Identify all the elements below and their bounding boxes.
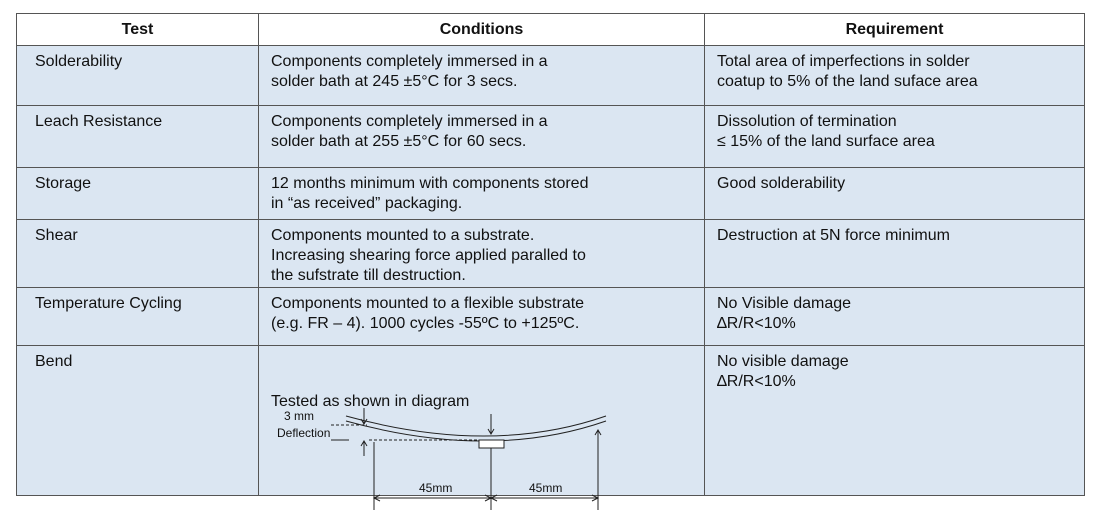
row: Leach Resistance Components completely i… [16,105,1085,168]
row: Shear Components mounted to a substrate.… [16,219,1085,288]
deflection-label: Deflection [277,426,330,440]
cell: Good solderability [704,167,1085,220]
header-cell: Requirement [704,13,1085,46]
beam [345,420,607,442]
beam [345,415,607,437]
arrow-head [594,429,602,436]
cell: 12 months minimum with components stored… [258,167,705,220]
cell: Dissolution of termination ≤ 15% of the … [704,105,1085,168]
span-label: 45mm [529,481,562,495]
header-row: Test Conditions Requirement [16,13,1085,46]
row: Bend Tested as shown in diagram 3 mm Def… [16,345,1085,510]
span-label: 45mm [419,481,452,495]
row: Solderability Components completely imme… [16,45,1085,106]
cell: Solderability [16,45,259,106]
arrow-head [487,428,495,435]
cell: Temperature Cycling [16,287,259,346]
cell: Bend [16,345,259,496]
cell: Tested as shown in diagram 3 mm Deflecti… [258,345,705,510]
cell-text: Tested as shown in diagram [271,393,470,410]
cell: Components mounted to a substrate. Incre… [258,219,705,288]
cell: Leach Resistance [16,105,259,168]
header-cell: Conditions [258,13,705,46]
deflection-value: 3 mm [284,409,314,423]
cell: Components completely immersed in a sold… [258,45,705,106]
cell: No Visible damage ∆R/R<10% [704,287,1085,346]
cell: Components mounted to a flexible substra… [258,287,705,346]
cell-content: Tested as shown in diagram 3 mm Deflecti… [271,372,694,510]
cell: Destruction at 5N force minimum [704,219,1085,288]
row: Storage 12 months minimum with component… [16,167,1085,220]
cell: Components completely immersed in a sold… [258,105,705,168]
test-table: Test Conditions Requirement Solderabilit… [16,13,1085,510]
header-cell: Test [16,13,259,46]
arrow-head [360,440,368,447]
cell: Storage [16,167,259,220]
bend-diagram: 3 mm Deflection [277,408,607,510]
cell: Total area of imperfections in solder co… [704,45,1085,106]
page: Test Conditions Requirement Solderabilit… [16,13,1085,510]
support [478,439,505,449]
cell: No visible damage ∆R/R<10% [704,345,1085,496]
cell: Shear [16,219,259,288]
row: Temperature Cycling Components mounted t… [16,287,1085,346]
arrow-head [360,418,368,425]
